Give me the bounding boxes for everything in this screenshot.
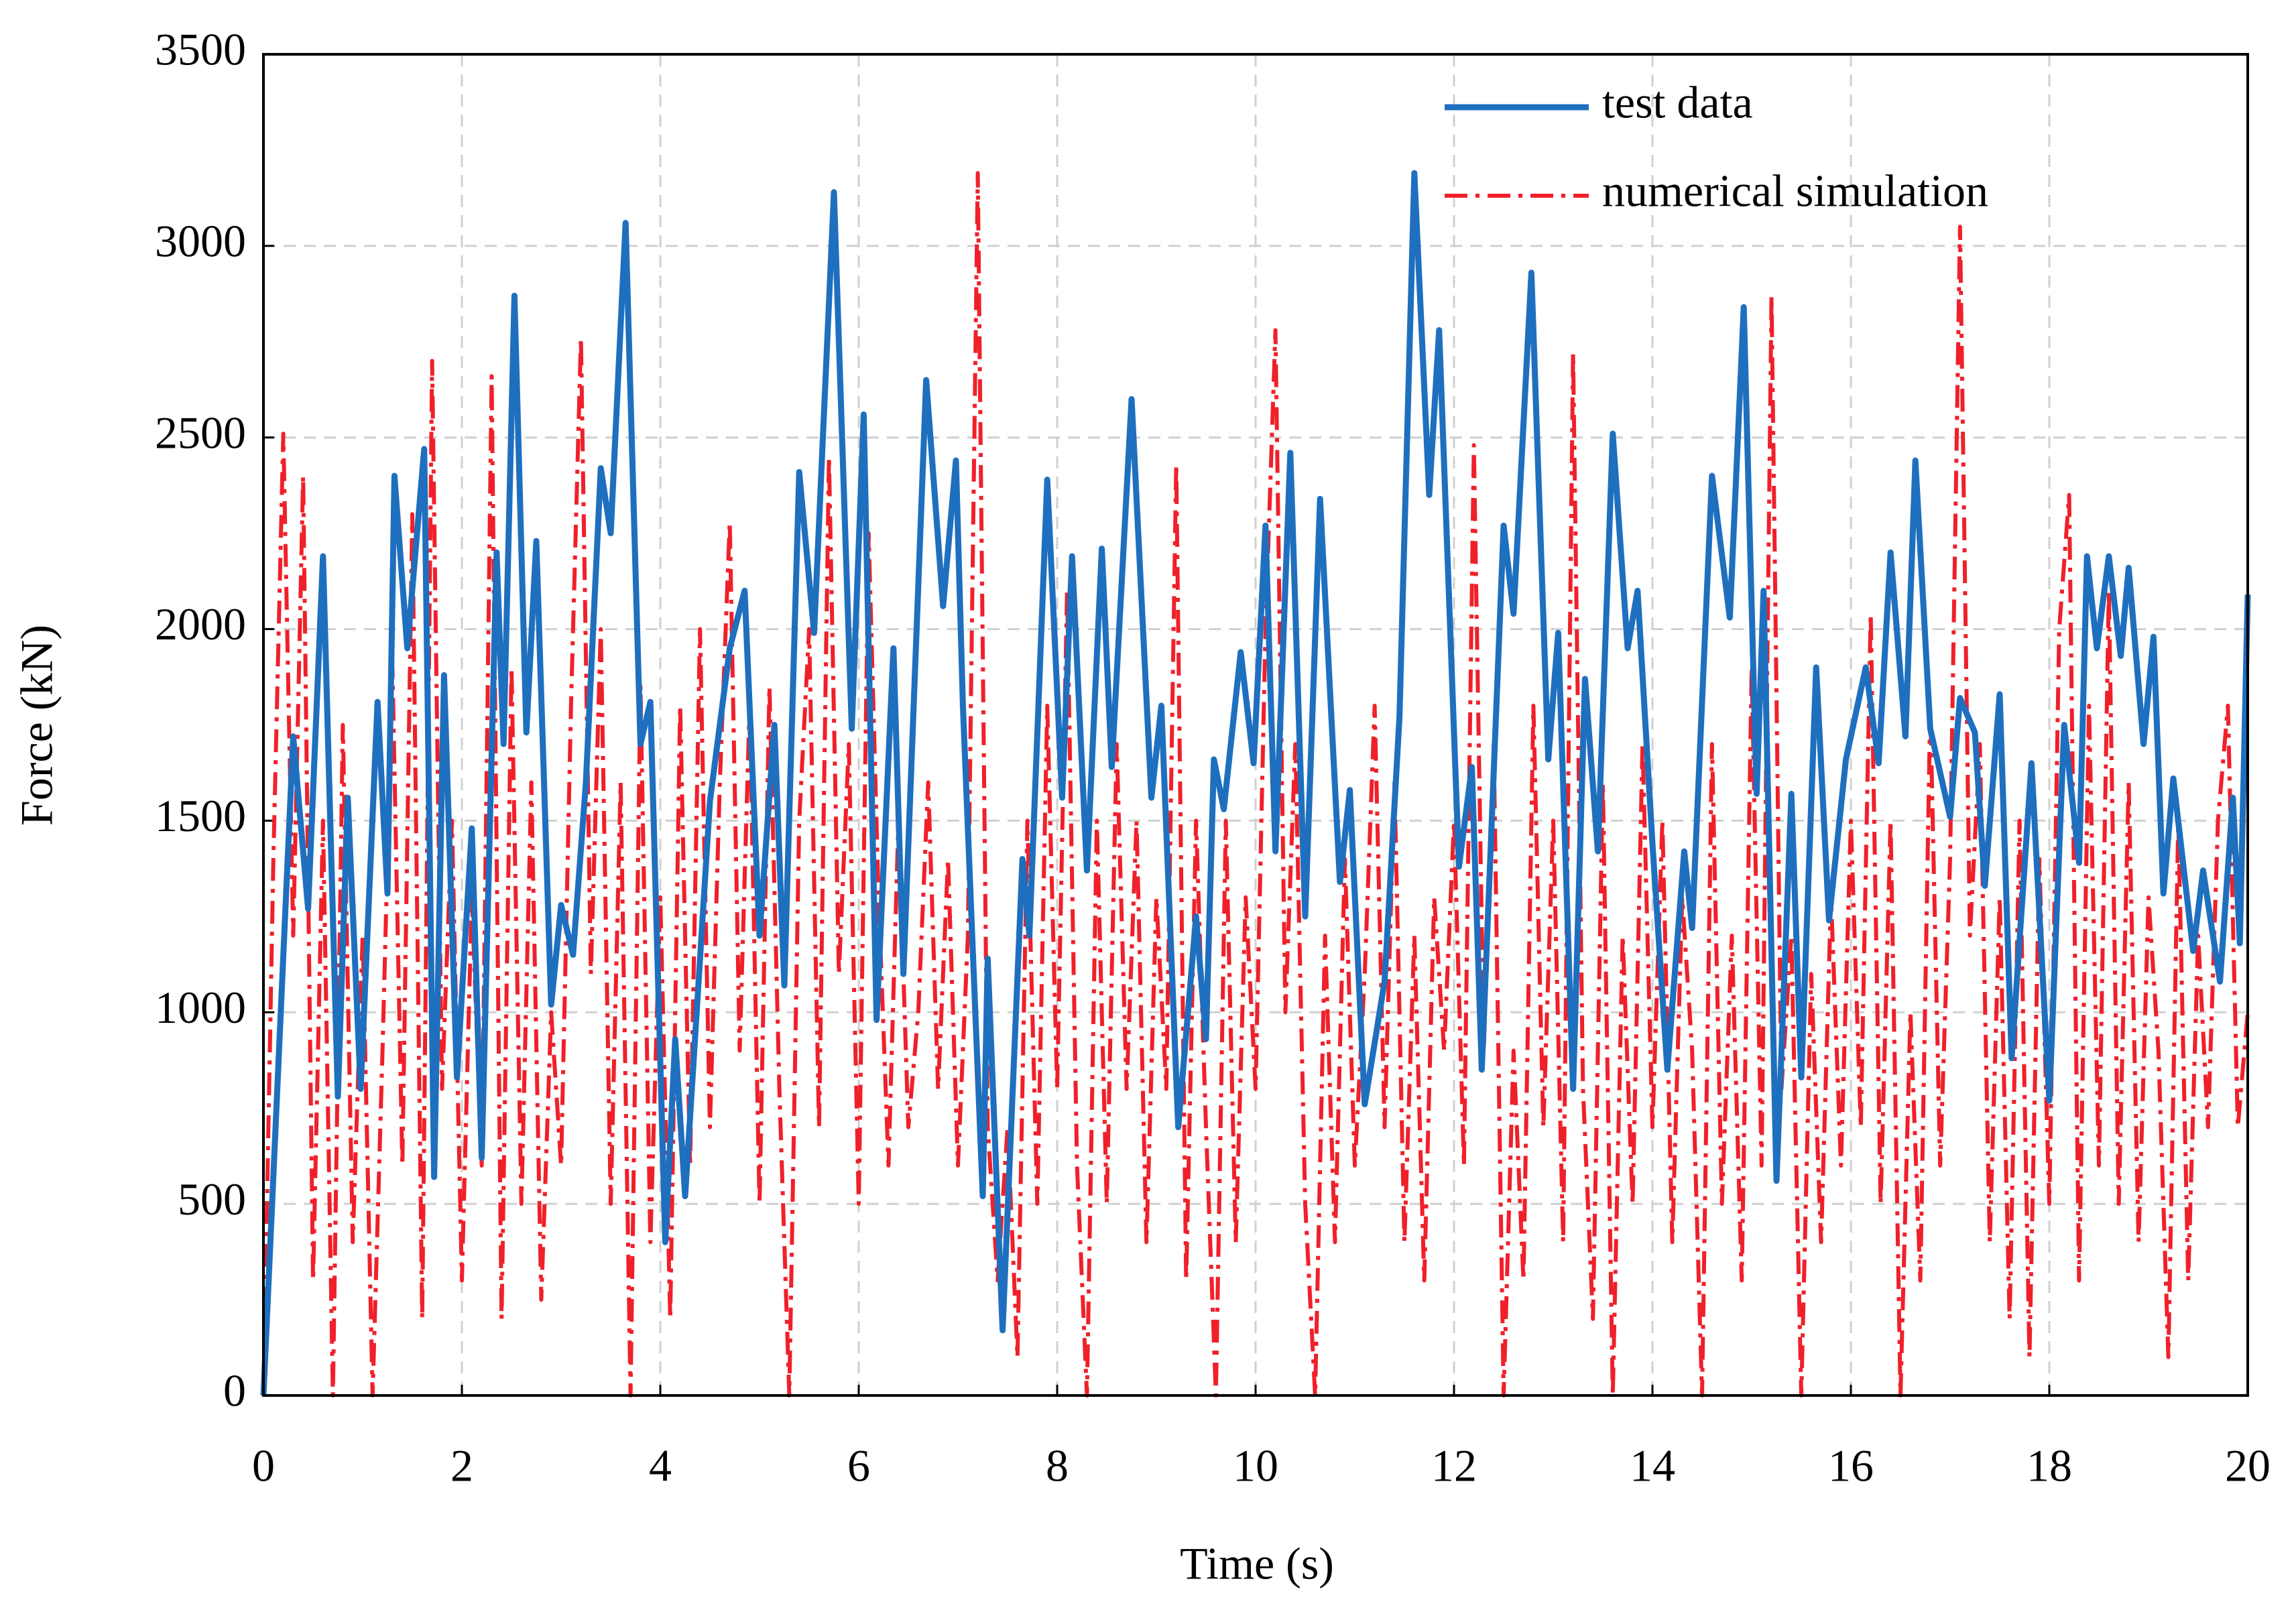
y-tick-label: 2000 xyxy=(155,599,246,649)
x-tick-label: 8 xyxy=(1046,1440,1069,1491)
y-tick-label: 2500 xyxy=(155,407,246,458)
series-line xyxy=(260,170,2251,1396)
legend-item: test data xyxy=(1445,77,1753,128)
x-axis-label: Time (s) xyxy=(1180,1538,1334,1589)
legend-label: test data xyxy=(1602,77,1753,128)
series-line xyxy=(261,171,2250,1397)
x-tick-label: 4 xyxy=(649,1440,672,1491)
plot-frame xyxy=(262,53,2249,1397)
y-tick-label: 3500 xyxy=(155,24,246,75)
x-tick-label: 20 xyxy=(2225,1440,2271,1491)
x-tick-label: 16 xyxy=(1828,1440,1874,1491)
legend-item: numerical simulation xyxy=(1445,166,1988,216)
x-tick-label: 0 xyxy=(252,1440,275,1491)
x-tick-label: 6 xyxy=(847,1440,870,1491)
x-tick-label: 14 xyxy=(1630,1440,1675,1491)
y-tick-label: 1000 xyxy=(155,982,246,1033)
x-tick-label: 12 xyxy=(1431,1440,1477,1491)
x-tick-label: 18 xyxy=(2027,1440,2072,1491)
y-tick-label: 0 xyxy=(223,1365,246,1416)
y-tick-label: 3000 xyxy=(155,215,246,266)
x-tick-label: 10 xyxy=(1233,1440,1278,1491)
x-tick-label: 2 xyxy=(450,1440,473,1491)
legend-label: numerical simulation xyxy=(1602,166,1988,216)
y-tick-label: 1500 xyxy=(155,790,246,841)
y-axis-label: Force (kN) xyxy=(11,625,62,826)
y-tick-label: 500 xyxy=(178,1174,246,1225)
